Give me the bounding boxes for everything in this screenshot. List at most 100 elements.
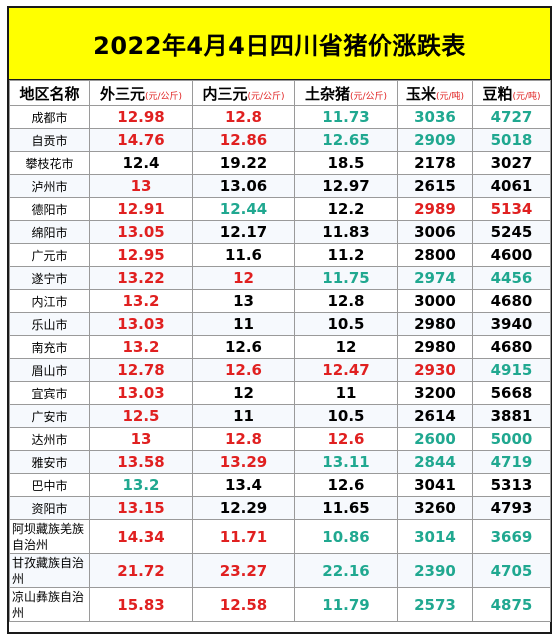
- price-cell: 12.97: [294, 174, 398, 198]
- price-cell: 13.22: [89, 266, 193, 290]
- header-unit: (元/吨): [512, 91, 541, 102]
- price-cell: 12: [192, 266, 295, 290]
- price-cell: 14.34: [89, 519, 193, 554]
- price-cell: 3014: [397, 519, 473, 554]
- price-cell: 15.83: [89, 587, 193, 622]
- table-row: 德阳市 12.91 12.44 12.2 2989 5134: [9, 197, 551, 221]
- header-label: 内三元: [202, 84, 248, 103]
- price-cell: 2573: [397, 587, 473, 622]
- region-cell: 眉山市: [9, 358, 90, 382]
- price-cell: 3200: [397, 381, 473, 405]
- price-cell: 11.75: [294, 266, 398, 290]
- region-cell: 广安市: [9, 404, 90, 428]
- price-cell: 11.73: [294, 105, 398, 129]
- price-cell: 4727: [472, 105, 551, 129]
- region-cell: 宜宾市: [9, 381, 90, 405]
- price-cell: 4719: [472, 450, 551, 474]
- header-corn: 玉米(元/吨): [397, 80, 473, 106]
- price-cell: 2909: [397, 128, 473, 152]
- region-cell: 德阳市: [9, 197, 90, 221]
- price-cell: 3041: [397, 473, 473, 497]
- price-cell: 11.79: [294, 587, 398, 622]
- table-row: 眉山市 12.78 12.6 12.47 2930 4915: [9, 358, 551, 382]
- price-cell: 10.5: [294, 404, 398, 428]
- region-cell: 阿坝藏族羌族自治州: [9, 519, 90, 554]
- price-cell: 11: [192, 312, 295, 336]
- price-cell: 13: [89, 174, 193, 198]
- price-cell: 12.65: [294, 128, 398, 152]
- header-label: 玉米: [405, 84, 436, 103]
- table-row: 雅安市 13.58 13.29 13.11 2844 4719: [9, 450, 551, 474]
- price-cell: 4793: [472, 496, 551, 520]
- price-cell: 12.6: [294, 473, 398, 497]
- table-row: 甘孜藏族自治州 21.72 23.27 22.16 2390 4705: [9, 553, 551, 588]
- price-cell: 12.6: [192, 358, 295, 382]
- table-row: 攀枝花市 12.4 19.22 18.5 2178 3027: [9, 151, 551, 175]
- price-cell: 5668: [472, 381, 551, 405]
- region-cell: 达州市: [9, 427, 90, 451]
- price-cell: 4680: [472, 335, 551, 359]
- price-cell: 12.47: [294, 358, 398, 382]
- price-cell: 13.06: [192, 174, 295, 198]
- price-cell: 22.16: [294, 553, 398, 588]
- price-cell: 12.8: [192, 427, 295, 451]
- price-cell: 12.78: [89, 358, 193, 382]
- price-cell: 4705: [472, 553, 551, 588]
- price-cell: 3036: [397, 105, 473, 129]
- price-sheet: 2022年4月4日四川省猪价涨跌表 地区名称 外三元(元/公斤) 内三元(元/公…: [7, 6, 552, 634]
- table-row: 南充市 13.2 12.6 12 2980 4680: [9, 335, 551, 359]
- price-cell: 3940: [472, 312, 551, 336]
- region-cell: 绵阳市: [9, 220, 90, 244]
- price-cell: 12.44: [192, 197, 295, 221]
- region-cell: 广元市: [9, 243, 90, 267]
- price-cell: 2615: [397, 174, 473, 198]
- price-cell: 2600: [397, 427, 473, 451]
- table-row: 自贡市 14.76 12.86 12.65 2909 5018: [9, 128, 551, 152]
- region-cell: 泸州市: [9, 174, 90, 198]
- price-cell: 18.5: [294, 151, 398, 175]
- table-row: 泸州市 13 13.06 12.97 2615 4061: [9, 174, 551, 198]
- price-cell: 12.29: [192, 496, 295, 520]
- price-cell: 2800: [397, 243, 473, 267]
- table-row: 乐山市 13.03 11 10.5 2980 3940: [9, 312, 551, 336]
- price-cell: 2178: [397, 151, 473, 175]
- header-row: 地区名称 外三元(元/公斤) 内三元(元/公斤) 土杂猪(元/公斤) 玉米(元/…: [9, 80, 551, 106]
- price-cell: 12.86: [192, 128, 295, 152]
- price-cell: 12: [294, 335, 398, 359]
- price-cell: 3000: [397, 289, 473, 313]
- price-cell: 12.91: [89, 197, 193, 221]
- sheet-title: 2022年4月4日四川省猪价涨跌表: [9, 8, 550, 80]
- price-cell: 14.76: [89, 128, 193, 152]
- price-cell: 3006: [397, 220, 473, 244]
- price-cell: 2980: [397, 312, 473, 336]
- price-cell: 2390: [397, 553, 473, 588]
- region-cell: 乐山市: [9, 312, 90, 336]
- table-row: 绵阳市 13.05 12.17 11.83 3006 5245: [9, 220, 551, 244]
- table-row: 达州市 13 12.8 12.6 2600 5000: [9, 427, 551, 451]
- price-cell: 4915: [472, 358, 551, 382]
- price-cell: 4600: [472, 243, 551, 267]
- price-cell: 5245: [472, 220, 551, 244]
- region-cell: 遂宁市: [9, 266, 90, 290]
- price-cell: 2614: [397, 404, 473, 428]
- price-cell: 12.17: [192, 220, 295, 244]
- price-cell: 2930: [397, 358, 473, 382]
- price-cell: 11.6: [192, 243, 295, 267]
- price-cell: 4061: [472, 174, 551, 198]
- header-soymeal: 豆粕(元/吨): [472, 80, 551, 106]
- table-row: 巴中市 13.2 13.4 12.6 3041 5313: [9, 473, 551, 497]
- price-cell: 13.2: [89, 473, 193, 497]
- table-row: 阿坝藏族羌族自治州 14.34 11.71 10.86 3014 3669: [9, 519, 551, 554]
- price-cell: 11.83: [294, 220, 398, 244]
- price-cell: 12.8: [192, 105, 295, 129]
- price-cell: 3881: [472, 404, 551, 428]
- price-cell: 12.58: [192, 587, 295, 622]
- region-cell: 资阳市: [9, 496, 90, 520]
- price-cell: 12: [192, 381, 295, 405]
- price-table: 地区名称 外三元(元/公斤) 内三元(元/公斤) 土杂猪(元/公斤) 玉米(元/…: [9, 80, 551, 622]
- header-waisanyuan: 外三元(元/公斤): [89, 80, 193, 106]
- header-unit: (元/公斤): [247, 91, 285, 102]
- header-region: 地区名称: [9, 80, 90, 106]
- price-cell: 10.5: [294, 312, 398, 336]
- price-cell: 11: [294, 381, 398, 405]
